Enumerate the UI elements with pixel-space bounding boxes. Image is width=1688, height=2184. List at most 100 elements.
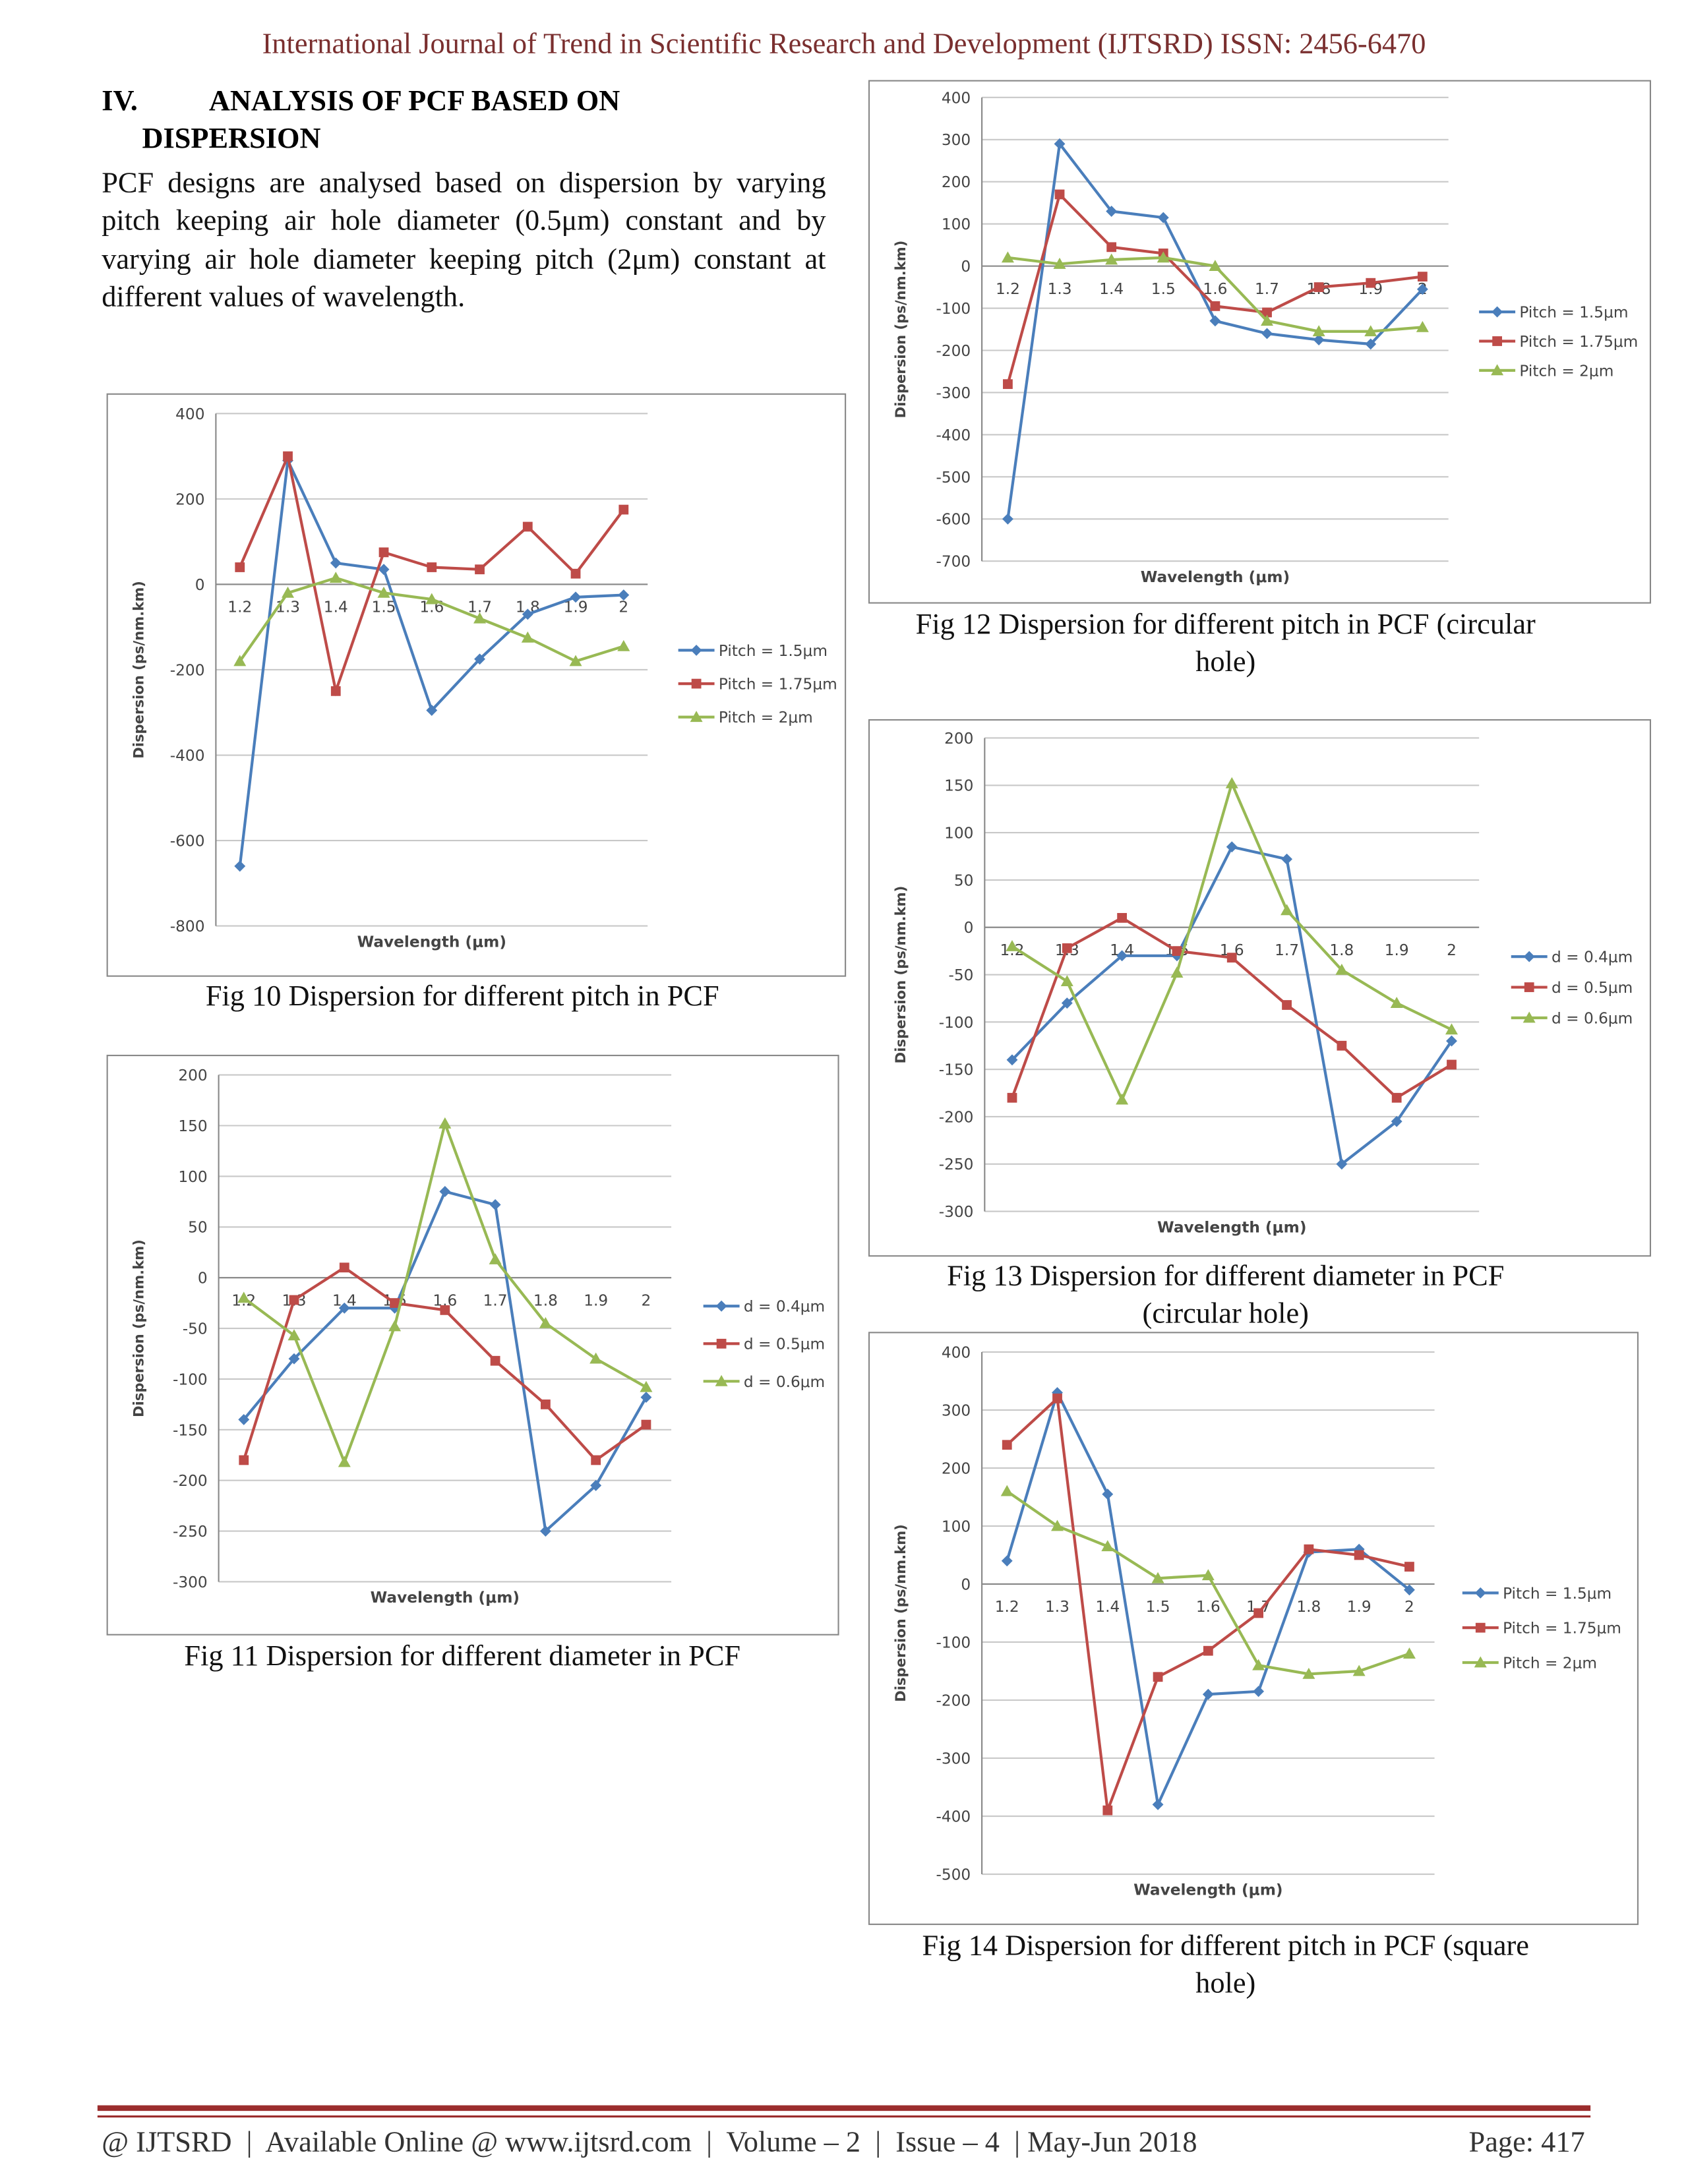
x-tick-label: 1.8 bbox=[1296, 1598, 1321, 1616]
legend-marker bbox=[691, 678, 702, 689]
y-tick-label: -50 bbox=[948, 966, 973, 984]
x-axis-label: Wavelength (μm) bbox=[371, 1589, 520, 1607]
y-tick-label: 100 bbox=[178, 1168, 207, 1186]
y-tick-label: -800 bbox=[170, 918, 205, 935]
point-marker bbox=[1151, 1572, 1164, 1583]
legend-marker bbox=[1522, 1011, 1536, 1023]
point-marker bbox=[1001, 1555, 1013, 1567]
x-tick-label: 1.8 bbox=[533, 1291, 558, 1309]
point-marker bbox=[541, 1399, 551, 1409]
y-tick-label: -50 bbox=[183, 1320, 208, 1338]
y-tick-label: -100 bbox=[936, 1634, 971, 1651]
point-marker bbox=[427, 562, 437, 572]
y-tick-label: 300 bbox=[942, 131, 971, 149]
point-marker bbox=[1006, 939, 1019, 951]
y-tick-label: -100 bbox=[173, 1371, 208, 1388]
y-axis-label: Dispersion (ps/nm.km) bbox=[892, 1524, 909, 1702]
x-tick-label: 2 bbox=[618, 599, 628, 616]
point-marker bbox=[1337, 1040, 1347, 1051]
point-marker bbox=[239, 1455, 249, 1465]
footer-text: @ IJTSRD | Available Online @ www.ijtsrd… bbox=[102, 2125, 1197, 2158]
legend-label: d = 0.6μm bbox=[744, 1373, 825, 1391]
x-tick-label: 1.7 bbox=[1255, 280, 1279, 298]
chart: 400 300 200 100 0 -100 -200 -300 -400 -500 1.2 1.3 1… bbox=[868, 1332, 1639, 1999]
series-line bbox=[238, 455, 624, 867]
point-marker bbox=[1282, 1000, 1292, 1010]
y-tick-label: 200 bbox=[942, 1460, 971, 1477]
y-tick-label: -150 bbox=[939, 1061, 974, 1079]
point-marker bbox=[426, 705, 438, 716]
point-marker bbox=[1157, 251, 1170, 263]
chart: 200150100500-50-100-150-200-250-3001.21.… bbox=[868, 719, 1652, 1330]
legend-marker bbox=[716, 1338, 727, 1349]
point-marker bbox=[1281, 853, 1293, 865]
point-marker bbox=[283, 451, 293, 461]
point-marker bbox=[1391, 1092, 1402, 1103]
chart: 400 300 200 100 0 -100 -200 -300 -400 -500 -600 -70… bbox=[868, 80, 1652, 678]
figure-caption: Fig 14 Dispersion for different pitch in… bbox=[922, 1929, 1529, 1962]
y-tick-label: 200 bbox=[942, 173, 971, 191]
y-tick-label: -300 bbox=[936, 1750, 971, 1767]
point-marker bbox=[1170, 966, 1184, 978]
y-tick-label: 0 bbox=[964, 919, 974, 937]
point-marker bbox=[640, 1392, 652, 1403]
point-marker bbox=[1054, 189, 1065, 200]
y-tick-label: -200 bbox=[936, 1692, 971, 1709]
point-marker bbox=[1209, 315, 1221, 327]
y-axis-label: Dispersion (ps/nm.km) bbox=[892, 241, 909, 419]
x-tick-label: 1.3 bbox=[1048, 280, 1072, 298]
y-tick-label: 0 bbox=[198, 1270, 208, 1287]
point-marker bbox=[1102, 1805, 1113, 1815]
x-tick-label: 1.9 bbox=[584, 1291, 608, 1309]
section-title: DISPERSION bbox=[142, 121, 320, 154]
point-marker bbox=[473, 612, 487, 624]
x-tick-label: 1.3 bbox=[276, 599, 300, 616]
x-tick-label: 1.3 bbox=[1045, 1598, 1070, 1616]
point-marker bbox=[338, 1456, 351, 1467]
y-tick-label: 200 bbox=[944, 730, 973, 748]
x-tick-label: 1.6 bbox=[1203, 280, 1227, 298]
point-marker bbox=[641, 1419, 651, 1430]
point-marker bbox=[1153, 1672, 1163, 1682]
point-marker bbox=[1053, 257, 1066, 269]
point-marker bbox=[1313, 282, 1324, 292]
legend-label: Pitch = 1.5μm bbox=[1519, 304, 1628, 322]
legend-label: Pitch = 1.75μm bbox=[1519, 333, 1638, 351]
y-tick-label: -400 bbox=[936, 427, 971, 444]
y-tick-label: -700 bbox=[936, 553, 971, 571]
x-tick-label: 1.7 bbox=[1275, 941, 1299, 959]
x-axis-label: Wavelength (μm) bbox=[1141, 568, 1290, 586]
y-tick-label: -200 bbox=[939, 1108, 974, 1126]
y-tick-label: 400 bbox=[942, 89, 971, 107]
x-tick-label: 1.2 bbox=[227, 599, 252, 616]
legend-marker bbox=[690, 644, 702, 656]
x-tick-label: 1.9 bbox=[1385, 941, 1409, 959]
chart-frame bbox=[106, 1054, 839, 1636]
point-marker bbox=[1417, 272, 1428, 282]
point-marker bbox=[1261, 314, 1274, 326]
point-marker bbox=[1210, 301, 1221, 311]
x-axis-label: Wavelength (μm) bbox=[357, 933, 506, 951]
point-marker bbox=[1002, 513, 1013, 525]
x-tick-label: 2 bbox=[1447, 941, 1457, 959]
legend-marker bbox=[1474, 1587, 1486, 1599]
x-tick-label: 1.5 bbox=[1146, 1598, 1170, 1616]
point-marker bbox=[1000, 1485, 1013, 1496]
point-marker bbox=[330, 686, 341, 696]
x-tick-label: 2 bbox=[1404, 1598, 1414, 1616]
chart: 200150100500-50-100-150-200-250-3001.21.… bbox=[106, 1054, 839, 1672]
point-marker bbox=[640, 1380, 653, 1392]
point-marker bbox=[1102, 1489, 1114, 1500]
point-marker bbox=[1262, 307, 1272, 318]
point-marker bbox=[330, 557, 342, 569]
chart-frame bbox=[868, 80, 1652, 604]
legend-label: Pitch = 1.5μm bbox=[719, 642, 828, 660]
point-marker bbox=[425, 593, 438, 605]
paragraph: PCF designs are analysed based on disper… bbox=[102, 165, 826, 314]
point-marker bbox=[287, 1329, 301, 1341]
y-axis-label: Dispersion (ps/nm.km) bbox=[892, 886, 909, 1064]
legend-label: Pitch = 2μm bbox=[719, 709, 813, 726]
point-marker bbox=[1051, 1520, 1064, 1531]
point-marker bbox=[1445, 1023, 1459, 1035]
